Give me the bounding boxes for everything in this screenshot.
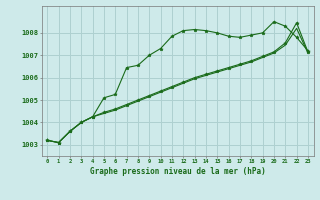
X-axis label: Graphe pression niveau de la mer (hPa): Graphe pression niveau de la mer (hPa) [90,167,266,176]
